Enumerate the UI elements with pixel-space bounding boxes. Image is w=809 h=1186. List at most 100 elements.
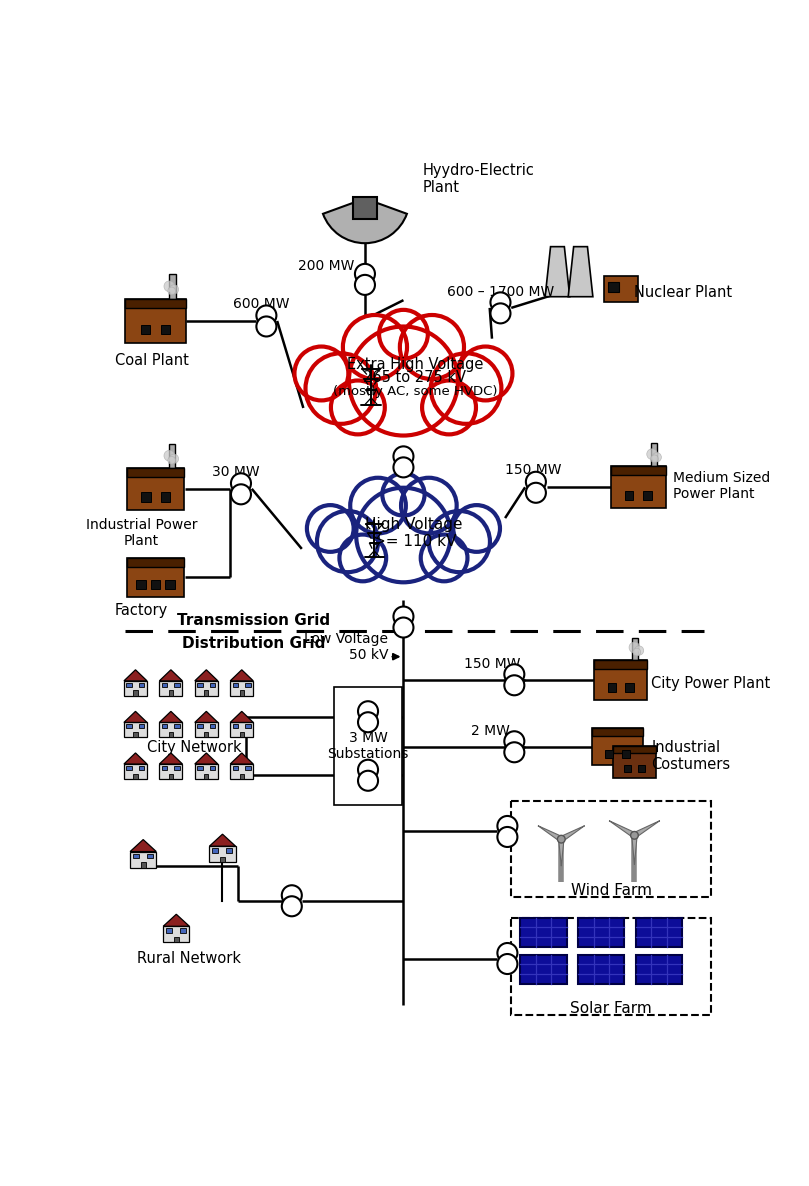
Bar (197, 766, 202, 770)
Bar (159, 681, 183, 696)
Bar (239, 690, 244, 696)
Circle shape (167, 287, 176, 295)
Bar (127, 467, 184, 477)
Circle shape (393, 606, 413, 626)
Circle shape (358, 713, 378, 732)
Bar (212, 848, 218, 853)
Bar (137, 580, 146, 589)
Circle shape (349, 326, 458, 435)
Bar (124, 722, 147, 738)
Bar (204, 690, 209, 696)
Circle shape (498, 827, 518, 847)
Bar (141, 862, 146, 868)
Circle shape (169, 454, 179, 464)
Bar (151, 580, 160, 589)
Text: High Voltage: High Voltage (366, 517, 463, 531)
Bar (127, 559, 184, 597)
Circle shape (306, 353, 376, 423)
Bar (578, 918, 625, 946)
Polygon shape (538, 825, 562, 842)
Bar (210, 683, 215, 687)
Bar (604, 275, 638, 302)
Circle shape (355, 275, 375, 295)
Bar (638, 765, 645, 772)
Text: Hyydro-Electric
Plant: Hyydro-Electric Plant (422, 164, 535, 196)
Bar (613, 746, 655, 778)
Circle shape (490, 304, 510, 324)
Circle shape (393, 618, 413, 638)
Text: Rural Network: Rural Network (138, 951, 241, 967)
Text: (mostly AC, some HVDC): (mostly AC, some HVDC) (332, 385, 498, 398)
Circle shape (167, 457, 176, 464)
Circle shape (498, 816, 518, 836)
Circle shape (256, 306, 277, 325)
Polygon shape (231, 753, 253, 764)
Circle shape (652, 453, 662, 461)
Bar (127, 559, 184, 567)
Circle shape (307, 505, 354, 551)
Polygon shape (124, 753, 147, 764)
Bar (124, 681, 147, 696)
Circle shape (393, 458, 413, 478)
Polygon shape (124, 712, 147, 722)
Bar (625, 683, 633, 691)
Bar (133, 690, 138, 696)
Bar (130, 852, 156, 868)
Polygon shape (163, 914, 189, 926)
Bar (625, 491, 633, 500)
Bar (133, 854, 139, 857)
Bar (592, 728, 642, 765)
Bar (220, 856, 225, 862)
Circle shape (431, 353, 502, 423)
Circle shape (526, 483, 546, 503)
Bar (165, 580, 175, 589)
Bar (245, 766, 251, 770)
Bar (232, 683, 238, 687)
Text: 150 MW: 150 MW (464, 657, 520, 671)
Circle shape (400, 315, 464, 380)
Circle shape (350, 478, 406, 534)
Text: 3 MW
Substations: 3 MW Substations (328, 731, 409, 761)
Bar (611, 466, 666, 476)
Text: Industrial
Costumers: Industrial Costumers (651, 740, 731, 772)
Bar (595, 659, 646, 700)
Bar (353, 197, 377, 218)
Bar (595, 659, 646, 669)
Polygon shape (124, 670, 147, 681)
Bar (210, 725, 215, 728)
Bar (163, 926, 189, 942)
Bar (197, 683, 202, 687)
Bar (195, 722, 218, 738)
Bar (608, 683, 616, 691)
Bar (125, 299, 185, 343)
Polygon shape (159, 753, 183, 764)
Polygon shape (633, 821, 660, 837)
Bar (231, 764, 253, 779)
Text: 2 MW: 2 MW (471, 725, 510, 739)
Bar (147, 854, 153, 857)
Polygon shape (130, 840, 156, 852)
Bar (245, 683, 251, 687)
Bar (141, 325, 150, 334)
Bar (520, 918, 566, 946)
Bar (169, 690, 173, 696)
Bar (622, 750, 630, 758)
Polygon shape (231, 670, 253, 681)
Bar (162, 725, 167, 728)
Circle shape (421, 535, 468, 581)
Bar (126, 683, 132, 687)
Bar (227, 848, 232, 853)
Circle shape (294, 346, 349, 401)
Circle shape (453, 505, 500, 551)
Bar (650, 442, 657, 466)
Circle shape (646, 448, 658, 459)
Circle shape (526, 472, 546, 492)
Circle shape (498, 943, 518, 963)
Bar (169, 274, 176, 299)
Bar (142, 492, 150, 502)
Circle shape (629, 642, 640, 652)
Bar (245, 725, 251, 728)
Bar (162, 683, 167, 687)
Bar (138, 683, 144, 687)
Circle shape (633, 649, 641, 656)
